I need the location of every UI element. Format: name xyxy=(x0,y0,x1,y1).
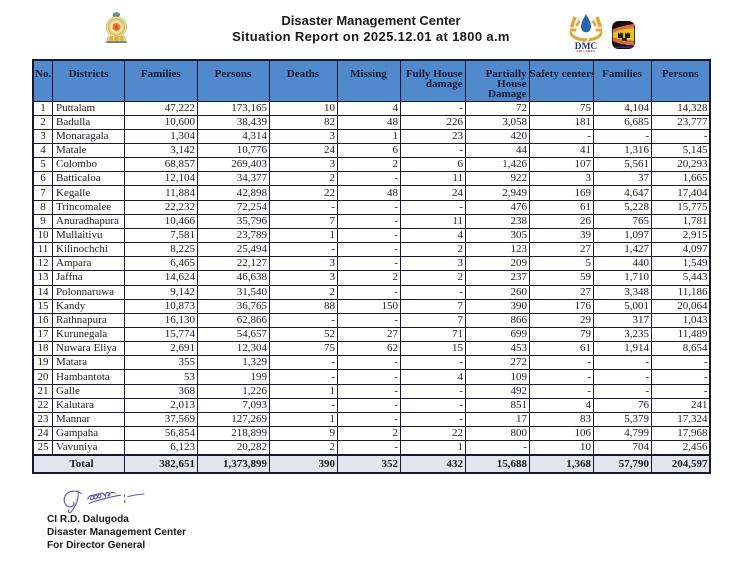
svg-text:SRI LANKA: SRI LANKA xyxy=(576,49,596,53)
svg-text:DMC: DMC xyxy=(575,42,598,52)
